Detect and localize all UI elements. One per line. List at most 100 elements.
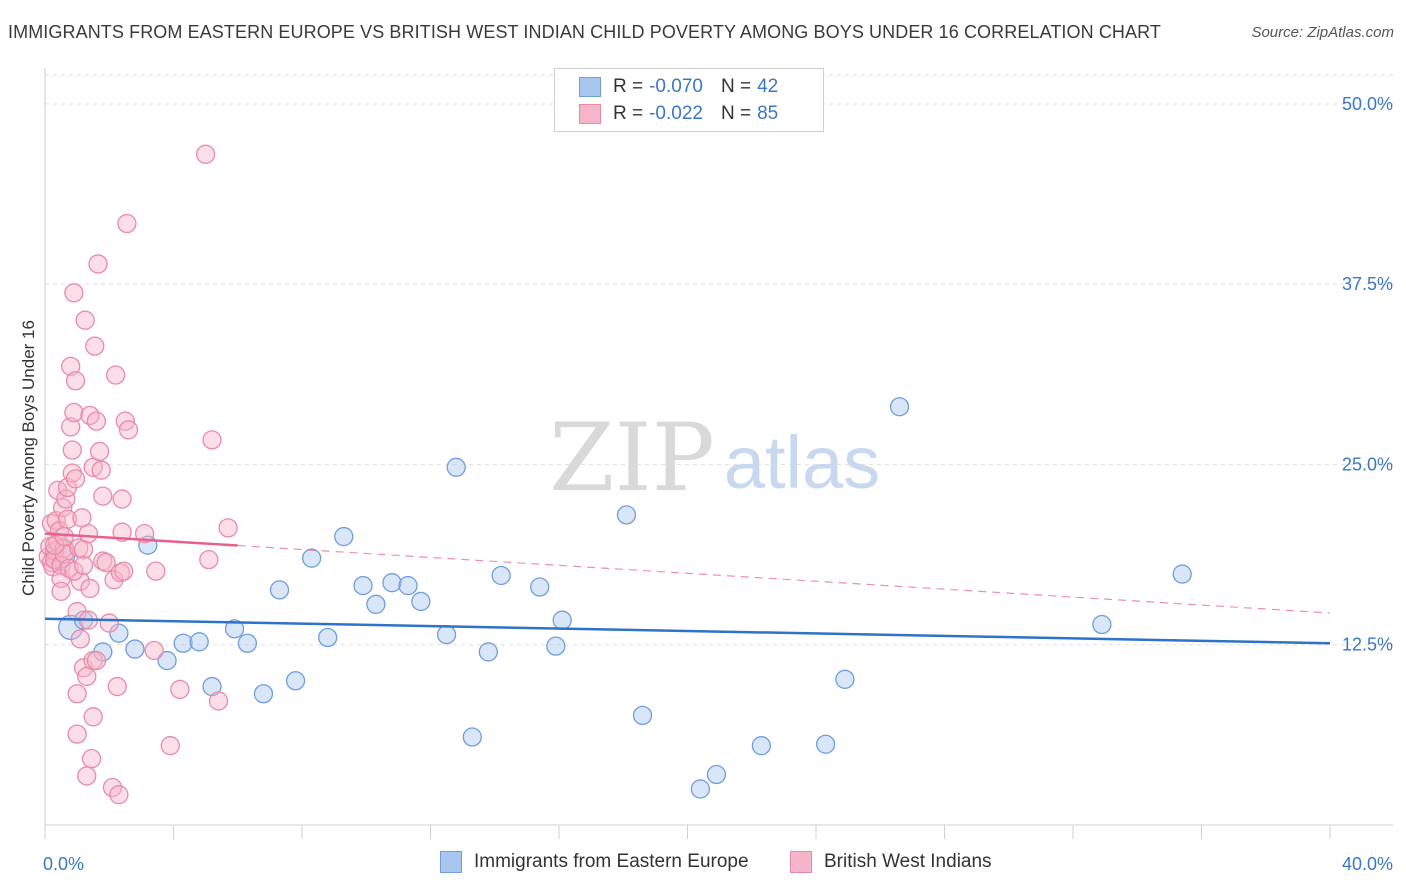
legend-n-label-pink: N =	[720, 103, 752, 124]
data-point-pink	[89, 441, 110, 462]
data-point-pink	[62, 463, 82, 483]
trend-line-dashed-pink	[237, 544, 1331, 614]
data-point-blue	[173, 633, 193, 653]
data-point-blue	[224, 619, 245, 639]
legend-row-blue: R = -0.070 N = 42	[579, 74, 778, 100]
data-point-pink	[61, 356, 81, 376]
data-point-pink	[93, 551, 113, 571]
data-point-blue	[125, 639, 145, 659]
series-legend: Immigrants from Eastern Europe British W…	[0, 851, 1406, 877]
data-point-pink	[67, 724, 87, 744]
data-point-blue	[301, 548, 322, 568]
data-point-blue	[889, 397, 910, 417]
data-point-pink	[144, 640, 164, 661]
watermark-zip: ZIP	[549, 404, 715, 513]
data-point-blue	[334, 526, 354, 547]
data-point-pink	[134, 524, 155, 544]
data-point-pink	[65, 371, 86, 391]
data-point-pink	[85, 336, 105, 356]
legend-r-label-blue: R =	[613, 76, 644, 97]
data-point-blue	[253, 684, 274, 704]
data-point-pink	[208, 691, 229, 711]
series-label-blue: Immigrants from Eastern Europe	[474, 851, 749, 872]
data-point-blue	[552, 610, 572, 630]
y-axis-title: Child Poverty Among Boys Under 16	[19, 320, 38, 596]
data-point-blue	[815, 734, 836, 754]
data-point-blue	[1172, 564, 1192, 584]
data-point-pink	[80, 578, 100, 599]
data-point-pink	[107, 676, 127, 697]
series-label-pink: British West Indians	[824, 851, 992, 872]
data-point-pink	[77, 766, 97, 786]
data-point-blue	[632, 705, 653, 726]
data-point-pink	[64, 283, 84, 303]
data-point-pink	[99, 613, 119, 633]
data-point-pink	[88, 254, 108, 274]
data-point-pink	[67, 684, 87, 704]
data-point-blue	[462, 727, 482, 747]
data-point-pink	[110, 562, 131, 583]
series-legend-pink: British West Indians	[790, 851, 992, 873]
data-point-pink	[195, 144, 216, 164]
data-point-pink	[54, 526, 74, 547]
data-point-pink	[118, 420, 139, 440]
trend-layer	[44, 532, 1331, 645]
data-point-blue	[109, 623, 129, 643]
data-point-blue	[366, 594, 386, 614]
watermark-atlas: atlas	[724, 421, 880, 504]
data-point-pink	[62, 440, 82, 460]
data-point-blue	[530, 577, 550, 597]
series-swatch-blue	[440, 851, 462, 873]
legend-r-value-blue: -0.070	[649, 76, 703, 97]
x-tick-label: 0.0%	[43, 854, 84, 874]
data-point-pink	[106, 365, 126, 385]
trend-line-pink	[44, 532, 238, 547]
data-point-blue	[411, 591, 431, 612]
data-point-pink	[78, 524, 99, 544]
legend-n-value-blue: 42	[757, 76, 779, 97]
data-point-pink	[112, 489, 132, 509]
data-point-blue	[491, 565, 511, 586]
legend-row-pink: R = -0.022 N = 85	[579, 101, 778, 127]
legend-swatch-blue	[579, 77, 601, 97]
data-point-pink	[117, 213, 137, 234]
x-tick-label: 40.0%	[1342, 854, 1393, 874]
data-point-blue	[382, 573, 402, 593]
axis-layer	[44, 68, 1393, 839]
data-point-blue	[546, 636, 566, 656]
data-point-pink	[102, 777, 123, 798]
data-point-pink	[160, 736, 180, 756]
data-point-pink	[64, 402, 84, 423]
data-point-pink	[146, 561, 166, 581]
trend-line-blue	[44, 617, 1331, 645]
y-tick-label: 12.5%	[1342, 635, 1393, 655]
legend-swatch-pink	[579, 104, 601, 124]
series-legend-blue: Immigrants from Eastern Europe	[440, 851, 749, 873]
data-point-pink	[65, 469, 86, 489]
series-swatch-pink	[790, 851, 812, 873]
grid-layer	[45, 74, 1393, 646]
correlation-legend: R = -0.070 N = 42 R = -0.022 N = 85	[554, 68, 824, 132]
data-point-blue	[318, 627, 338, 648]
data-point-blue	[269, 580, 290, 600]
y-tick-label: 25.0%	[1342, 454, 1393, 474]
data-point-blue	[478, 642, 498, 662]
data-point-pink	[70, 629, 90, 649]
data-point-pink	[170, 679, 190, 700]
data-point-pink	[112, 522, 132, 542]
data-point-blue	[616, 505, 637, 525]
legend-r-value-pink: -0.022	[649, 103, 703, 124]
data-point-pink	[51, 581, 71, 601]
data-point-pink	[96, 552, 116, 573]
data-point-pink	[70, 571, 90, 591]
data-point-blue	[436, 624, 457, 645]
data-point-pink	[86, 411, 107, 431]
data-point-pink	[199, 549, 219, 570]
data-point-pink	[109, 785, 129, 805]
data-point-pink	[218, 518, 238, 538]
data-point-pink	[91, 460, 111, 480]
data-point-blue	[751, 736, 772, 756]
data-point-pink	[61, 417, 81, 437]
data-point-blue	[835, 669, 855, 689]
